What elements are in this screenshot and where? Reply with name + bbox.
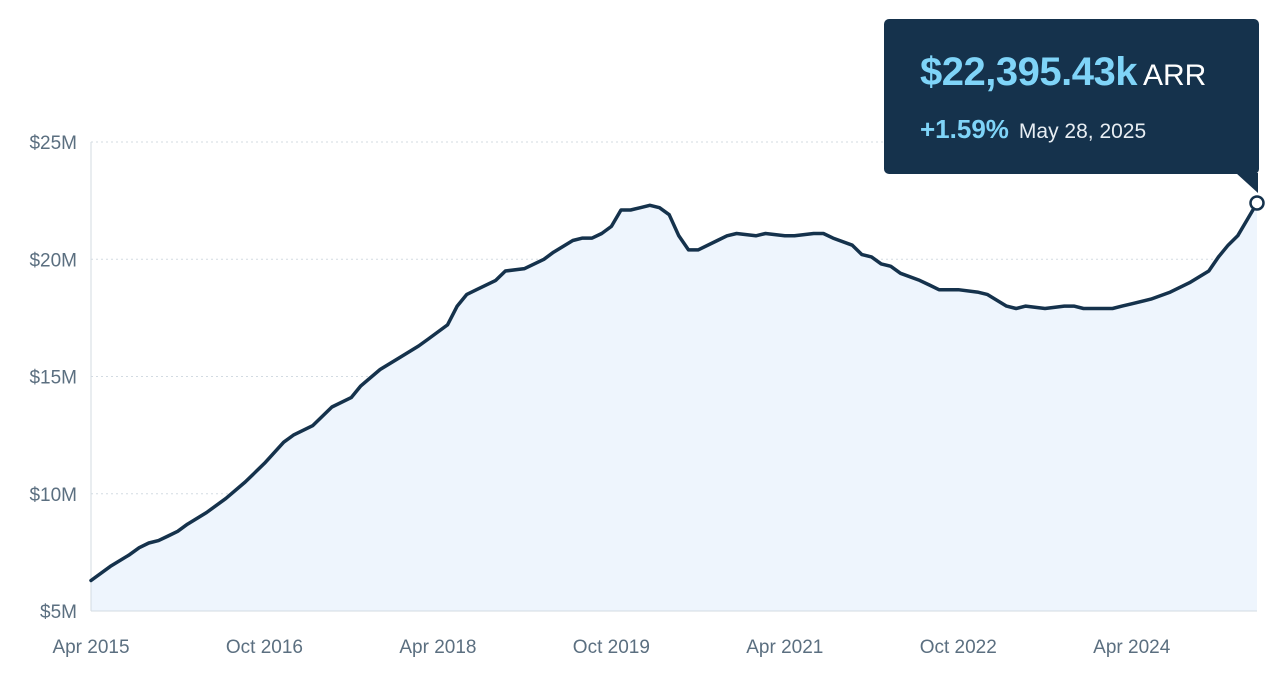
y-tick-label: $20M <box>29 250 77 271</box>
y-tick-label: $15M <box>29 368 77 389</box>
x-tick-label: Apr 2015 <box>52 637 129 658</box>
x-tick-label: Apr 2024 <box>1093 637 1171 658</box>
value-tooltip: $22,395.43k ARR +1.59% May 28, 2025 <box>884 19 1259 174</box>
tooltip-date: May 28, 2025 <box>1018 120 1147 143</box>
tooltip-value: $22,395.43k <box>920 50 1137 94</box>
y-axis: $25M $20M $15M $10M $5M <box>29 133 77 623</box>
tooltip-unit: ARR <box>1142 59 1207 92</box>
x-tick-label: Oct 2019 <box>573 637 650 658</box>
y-tick-label: $10M <box>29 485 77 506</box>
y-tick-label: $25M <box>29 133 77 154</box>
tooltip-pointer <box>1236 173 1258 193</box>
x-tick-label: Apr 2021 <box>746 637 823 658</box>
x-tick-label: Apr 2018 <box>399 637 476 658</box>
x-axis: Apr 2015 Oct 2016 Apr 2018 Oct 2019 Apr 2021… <box>52 637 1170 658</box>
y-tick-label: $5M <box>40 602 77 623</box>
hover-marker[interactable] <box>1249 195 1265 211</box>
x-tick-label: Oct 2022 <box>920 637 997 658</box>
tooltip-change: +1.59% <box>920 114 1009 144</box>
x-tick-label: Oct 2016 <box>226 637 303 658</box>
series-line <box>89 201 1259 583</box>
tooltip-value-row: $22,395.43k ARR <box>920 47 1223 106</box>
area-fill <box>91 203 1257 611</box>
tooltip-detail-row: +1.59% May 28, 2025 <box>920 114 1223 145</box>
